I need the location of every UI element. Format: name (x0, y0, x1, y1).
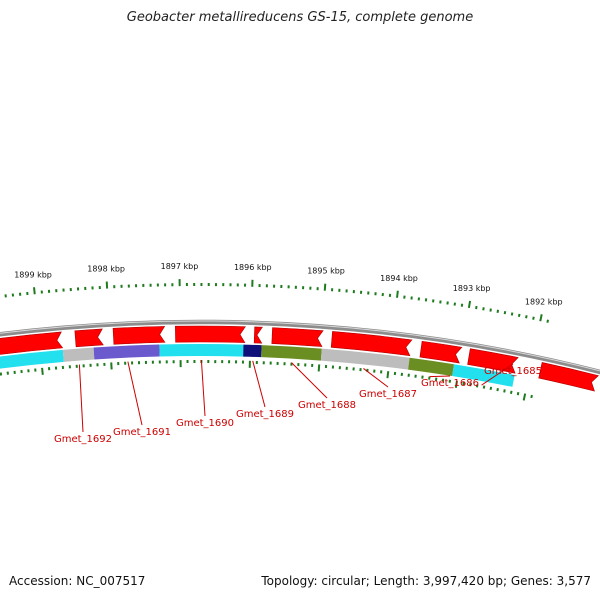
gene-label: Gmet_1686 (421, 378, 479, 389)
feature-block (159, 343, 244, 357)
map-title: Geobacter metallireducens GS-15, complet… (126, 10, 474, 25)
feature-block (243, 344, 262, 358)
gene-leader-line (127, 361, 143, 426)
cds-arrow (112, 326, 166, 345)
outer-scale-tick (517, 313, 521, 318)
outer-scale-tick (546, 319, 549, 323)
feature-block (452, 364, 515, 387)
inner-scale-tick (509, 390, 513, 394)
feature-block (93, 344, 160, 360)
outer-scale-tick (482, 307, 485, 311)
outer-scale-tick (467, 300, 472, 309)
genome-summary-text: Topology: circular; Length: 3,997,420 bp… (261, 574, 591, 588)
inner-scale-tick (516, 391, 520, 396)
gene-label: Gmet_1690 (176, 418, 234, 429)
gene-label: Gmet_1691 (113, 427, 171, 438)
cds-track (0, 325, 599, 392)
scale-label: 1898 kbp (87, 265, 125, 274)
feature-track (0, 343, 515, 387)
inner-scale-tick (317, 364, 321, 372)
backbone-arc (0, 319, 600, 375)
outer-scale-tick (539, 314, 543, 322)
scale-label: 1893 kbp (453, 284, 491, 293)
inner-scale-tick (496, 387, 499, 392)
gene-label: Gmet_1688 (298, 400, 356, 411)
cds-arrow (74, 328, 104, 348)
inner-scale-tick (386, 371, 390, 379)
gene-leader-line (429, 375, 451, 378)
scale-label: 1896 kbp (234, 263, 272, 272)
cds-arrow (467, 348, 519, 374)
scale-label: 1897 kbp (161, 262, 199, 271)
scale-label: 1894 kbp (380, 274, 418, 283)
genome-backbone (0, 319, 600, 375)
inner-scale-tick (522, 393, 527, 401)
inner-scale-tick (503, 389, 506, 393)
cds-arrow (330, 331, 413, 357)
outer-scale-tick (510, 312, 514, 316)
cds-arrow (538, 362, 599, 392)
outer-scale-tick (503, 310, 507, 315)
scale-label: 1899 kbp (14, 270, 52, 279)
outer-scale-tick (396, 290, 399, 298)
gene-leader-line (78, 364, 84, 433)
outer-scale-tick (532, 316, 535, 320)
gene-leader-line (291, 362, 328, 399)
gene-label: Gmet_1689 (236, 409, 294, 420)
gene-leader-line (481, 363, 514, 386)
inner-scale-tick (475, 384, 479, 388)
scale-label: 1892 kbp (525, 298, 563, 307)
inner-scale-tick (482, 385, 486, 389)
inner-scale-tick (469, 383, 472, 387)
inner-scale-tick (454, 380, 458, 388)
gene-leader-line (252, 360, 266, 408)
cds-arrow (271, 327, 324, 347)
inner-scale-tick (489, 386, 493, 391)
cds-arrow (419, 340, 463, 364)
feature-block (261, 345, 322, 361)
outer-scale-tick (323, 283, 327, 291)
outer-scale-tick (33, 287, 36, 295)
cds-arrow (0, 331, 64, 355)
feature-block (408, 357, 455, 377)
outer-scale-tick (496, 309, 500, 313)
scale-label: 1895 kbp (307, 267, 345, 276)
gene-label: Gmet_1687 (359, 389, 417, 400)
feature-block (320, 348, 410, 370)
gene-label: Gmet_1685 (484, 366, 542, 377)
inner-scale-tick (41, 367, 44, 375)
accession-text: Accession: NC_007517 (9, 574, 146, 588)
inner-scale-tick (530, 394, 533, 399)
feature-block (62, 347, 95, 362)
gene-leader-line (363, 368, 389, 388)
backbone-highlight (0, 320, 600, 372)
cds-arrow (253, 326, 263, 344)
feature-block (0, 349, 64, 369)
outer-scale-tick (489, 308, 492, 312)
gene-leader-line (200, 359, 206, 417)
outer-scale-tick (525, 315, 528, 319)
cds-arrow (175, 325, 246, 343)
gene-label: Gmet_1692 (54, 434, 112, 445)
